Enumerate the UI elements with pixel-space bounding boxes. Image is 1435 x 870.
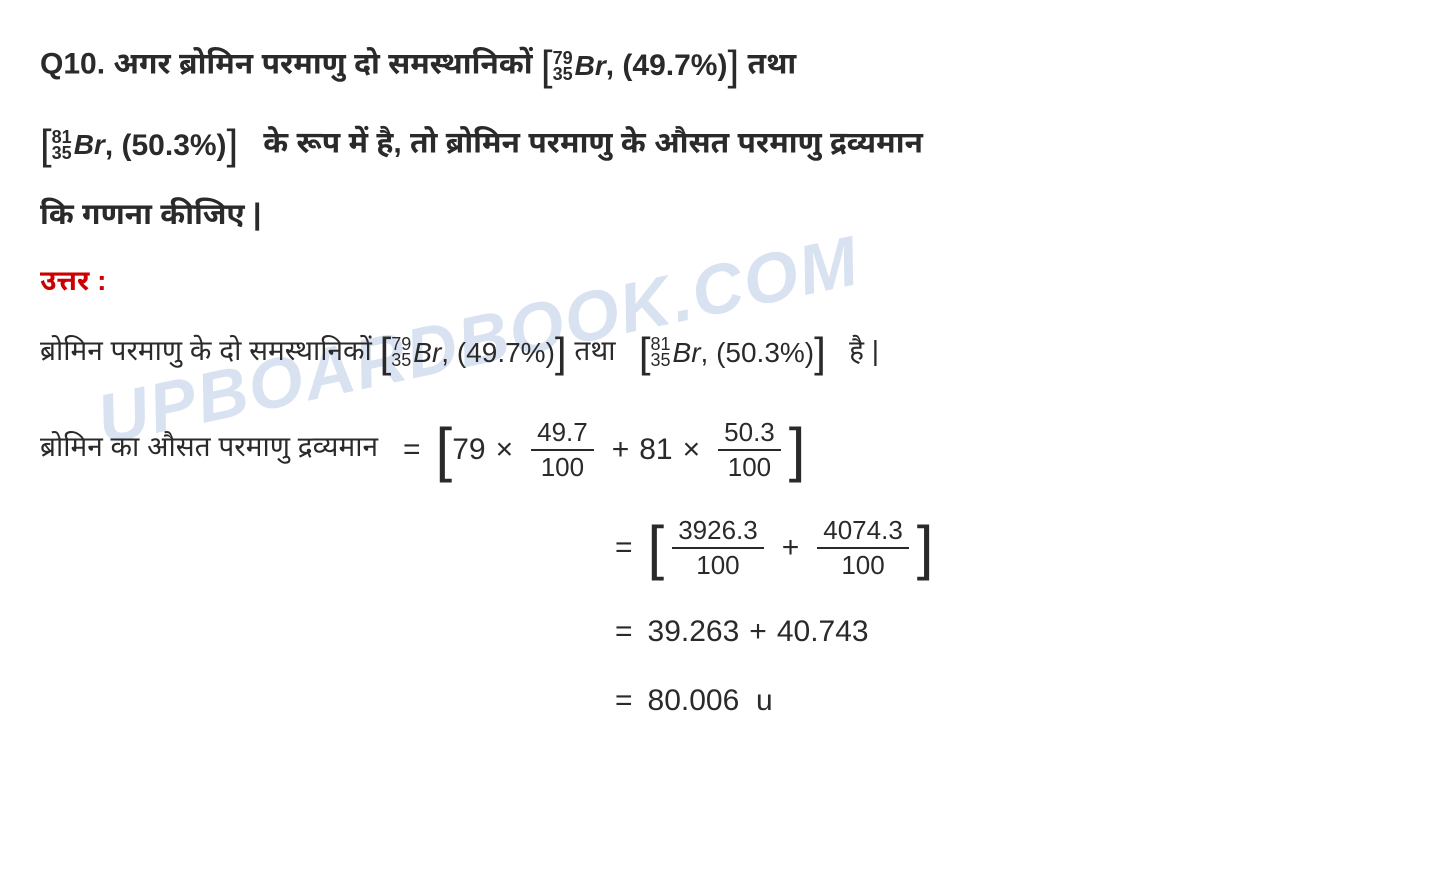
percentage-1: , (49.7%)	[606, 40, 728, 91]
numerator: 49.7	[531, 418, 594, 451]
answer-isotope-2: [ 81 35 Br , (50.3%) ]	[639, 317, 826, 388]
plus-sign: +	[749, 615, 767, 649]
plus-sign: +	[782, 531, 800, 565]
element-symbol: Br	[413, 329, 441, 377]
term-79: 79	[452, 433, 485, 467]
isotope-1-numbers: 79 35	[553, 50, 573, 82]
unit-u: u	[756, 684, 773, 718]
answer-isotope-1: [ 79 35 Br , (49.7%) ]	[380, 317, 567, 388]
calc-label: ब्रोमिन का औसत परमाणु द्रव्यमान	[40, 431, 378, 468]
term-81: 81	[639, 433, 672, 467]
calculation-row-1: ब्रोमिन का औसत परमाणु द्रव्यमान = [ 79 ×…	[40, 418, 1395, 481]
fraction-3: 3926.3 100	[672, 516, 764, 579]
question-line-2: [ 81 35 Br , (50.3%) ] के रूप में है, तो…	[40, 109, 1395, 180]
left-bracket: [	[380, 317, 392, 388]
question-number: Q10.	[40, 48, 105, 81]
isotope-2-numbers: 81 35	[52, 129, 72, 161]
times-sign: ×	[683, 433, 701, 467]
big-right-bracket: ]	[917, 524, 934, 572]
atomic-number: 35	[391, 352, 411, 368]
fraction-1: 49.7 100	[531, 418, 594, 481]
equals-sign: =	[615, 684, 633, 718]
denominator: 100	[696, 549, 739, 580]
value-b: 40.743	[777, 615, 869, 649]
answer-text-1c: है |	[849, 335, 879, 366]
question-text-4: कि गणना कीजिए |	[40, 198, 261, 231]
big-left-bracket: [	[648, 524, 665, 572]
element-symbol-1: Br	[575, 42, 606, 90]
calculation-row-3: = 39.263 + 40.743	[600, 615, 1395, 649]
isotope-2-numbers: 81 35	[650, 336, 670, 368]
right-bracket: ]	[555, 317, 567, 388]
atomic-number: 35	[650, 352, 670, 368]
question-text-1: अगर ब्रोमिन परमाणु दो समस्थानिकों	[113, 48, 532, 81]
left-bracket: [	[639, 317, 651, 388]
percentage: , (49.7%)	[441, 329, 555, 377]
isotope-2-bracket: [ 81 35 Br , (50.3%) ]	[40, 109, 238, 180]
times-sign: ×	[496, 433, 514, 467]
atomic-number-1: 35	[553, 66, 573, 82]
left-bracket: [	[40, 109, 52, 180]
question-line-3: कि गणना कीजिए |	[40, 189, 1395, 240]
question-text-3: के रूप में है, तो ब्रोमिन परमाणु के औसत …	[263, 127, 923, 160]
answer-line-1: ब्रोमिन परमाणु के दो समस्थानिकों [ 79 35…	[40, 317, 1395, 388]
calculation-row-4: = 80.006 u	[600, 684, 1395, 718]
plus-sign: +	[612, 433, 630, 467]
equals-sign: =	[403, 433, 421, 467]
question-line-1: Q10. अगर ब्रोमिन परमाणु दो समस्थानिकों […	[40, 30, 1395, 101]
isotope-1-bracket: [ 79 35 Br , (49.7%) ]	[541, 30, 739, 101]
denominator: 100	[841, 549, 884, 580]
answer-text-1a: ब्रोमिन परमाणु के दो समस्थानिकों	[40, 335, 372, 366]
element-symbol: Br	[673, 329, 701, 377]
denominator: 100	[728, 451, 771, 482]
calculation-row-2: = [ 3926.3 100 + 4074.3 100 ]	[600, 516, 1395, 579]
numerator: 3926.3	[672, 516, 764, 549]
answer-label: उत्तर :	[40, 265, 1395, 302]
big-left-bracket: [	[436, 426, 453, 474]
numerator: 4074.3	[817, 516, 909, 549]
page-content: Q10. अगर ब्रोमिन परमाणु दो समस्थानिकों […	[40, 30, 1395, 718]
right-bracket: ]	[227, 109, 239, 180]
element-symbol-2: Br	[74, 121, 105, 169]
answer-text-1b: तथा	[574, 335, 615, 366]
equals-sign: =	[615, 531, 633, 565]
right-bracket: ]	[727, 30, 739, 101]
isotope-1-numbers: 79 35	[391, 336, 411, 368]
atomic-number-2: 35	[52, 145, 72, 161]
left-bracket: [	[541, 30, 553, 101]
percentage: , (50.3%)	[701, 329, 815, 377]
denominator: 100	[541, 451, 584, 482]
equals-sign: =	[615, 615, 633, 649]
right-bracket: ]	[814, 317, 826, 388]
result-value: 80.006	[648, 684, 740, 718]
percentage-2: , (50.3%)	[105, 120, 227, 171]
fraction-2: 50.3 100	[718, 418, 781, 481]
question-text-2: तथा	[747, 48, 796, 81]
big-right-bracket: ]	[789, 426, 806, 474]
numerator: 50.3	[718, 418, 781, 451]
fraction-4: 4074.3 100	[817, 516, 909, 579]
value-a: 39.263	[648, 615, 740, 649]
